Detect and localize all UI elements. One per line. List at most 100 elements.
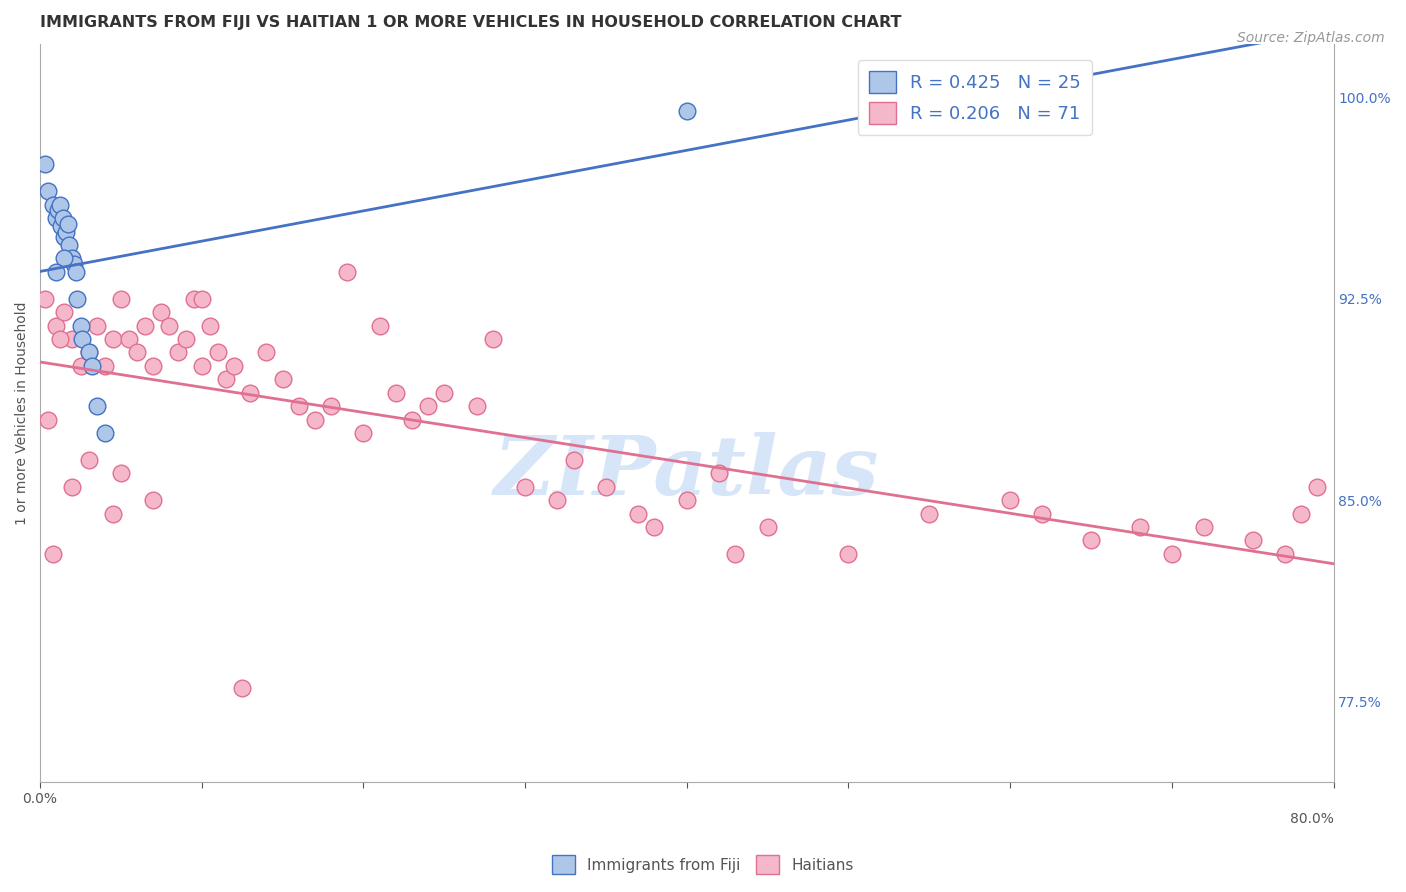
Text: IMMIGRANTS FROM FIJI VS HAITIAN 1 OR MORE VEHICLES IN HOUSEHOLD CORRELATION CHAR: IMMIGRANTS FROM FIJI VS HAITIAN 1 OR MOR… [41, 15, 901, 30]
Point [62, 332, 84, 346]
Point [49, 219, 72, 234]
Point [1289, 507, 1312, 521]
Point [94, 359, 117, 373]
Text: 80.0%: 80.0% [1289, 812, 1333, 825]
Point [110, 292, 132, 306]
Point [207, 345, 229, 359]
Point [1160, 547, 1182, 561]
Text: ZIPatlas: ZIPatlas [494, 432, 880, 512]
Point [86, 399, 108, 413]
Point [166, 345, 188, 359]
Point [86, 318, 108, 333]
Point [37, 412, 59, 426]
Point [53, 252, 76, 266]
Point [62, 480, 84, 494]
Point [56, 217, 79, 231]
Point [1274, 547, 1296, 561]
Point [183, 292, 205, 306]
Point [48, 332, 70, 346]
Point [336, 265, 359, 279]
Point [94, 425, 117, 440]
Point [34, 157, 56, 171]
Point [174, 332, 197, 346]
Point [46, 203, 69, 218]
Point [643, 520, 665, 534]
Point [513, 480, 536, 494]
Point [401, 412, 423, 426]
Y-axis label: 1 or more Vehicles in Household: 1 or more Vehicles in Household [15, 301, 30, 524]
Point [465, 399, 488, 413]
Point [58, 238, 80, 252]
Point [69, 359, 91, 373]
Point [110, 467, 132, 481]
Point [271, 372, 294, 386]
Text: Source: ZipAtlas.com: Source: ZipAtlas.com [1237, 31, 1385, 45]
Point [724, 547, 747, 561]
Point [101, 507, 124, 521]
Point [42, 547, 65, 561]
Point [321, 399, 343, 413]
Point [45, 318, 67, 333]
Point [80, 359, 103, 373]
Point [256, 345, 278, 359]
Point [52, 211, 75, 226]
Point [159, 318, 181, 333]
Point [353, 425, 375, 440]
Point [69, 318, 91, 333]
Point [707, 467, 730, 481]
Point [55, 225, 77, 239]
Point [101, 332, 124, 346]
Legend: R = 0.425   N = 25, R = 0.206   N = 71: R = 0.425 N = 25, R = 0.206 N = 71 [858, 60, 1091, 135]
Point [77, 345, 100, 359]
Point [142, 493, 165, 508]
Point [34, 292, 56, 306]
Point [1128, 520, 1150, 534]
Point [77, 452, 100, 467]
Point [62, 252, 84, 266]
Point [675, 103, 697, 118]
Point [304, 412, 326, 426]
Point [65, 265, 87, 279]
Point [1192, 520, 1215, 534]
Point [66, 292, 89, 306]
Point [118, 332, 141, 346]
Point [756, 520, 779, 534]
Point [231, 681, 253, 695]
Point [1080, 533, 1102, 548]
Point [48, 198, 70, 212]
Point [368, 318, 391, 333]
Point [837, 547, 859, 561]
Point [127, 345, 149, 359]
Point [63, 257, 86, 271]
Point [215, 372, 238, 386]
Point [288, 399, 311, 413]
Point [1241, 533, 1264, 548]
Point [191, 359, 214, 373]
Point [53, 305, 76, 319]
Legend: Immigrants from Fiji, Haitians: Immigrants from Fiji, Haitians [547, 849, 859, 880]
Point [433, 385, 456, 400]
Point [198, 318, 221, 333]
Point [150, 305, 173, 319]
Point [37, 185, 59, 199]
Point [918, 507, 941, 521]
Point [562, 452, 585, 467]
Point [1031, 507, 1053, 521]
Point [42, 198, 65, 212]
Point [191, 292, 214, 306]
Point [595, 480, 617, 494]
Point [418, 399, 440, 413]
Point [998, 493, 1021, 508]
Point [385, 385, 408, 400]
Point [142, 359, 165, 373]
Point [1306, 480, 1329, 494]
Point [77, 345, 100, 359]
Point [45, 211, 67, 226]
Point [45, 265, 67, 279]
Point [134, 318, 156, 333]
Point [70, 332, 93, 346]
Point [239, 385, 262, 400]
Point [481, 332, 503, 346]
Point [546, 493, 568, 508]
Point [627, 507, 650, 521]
